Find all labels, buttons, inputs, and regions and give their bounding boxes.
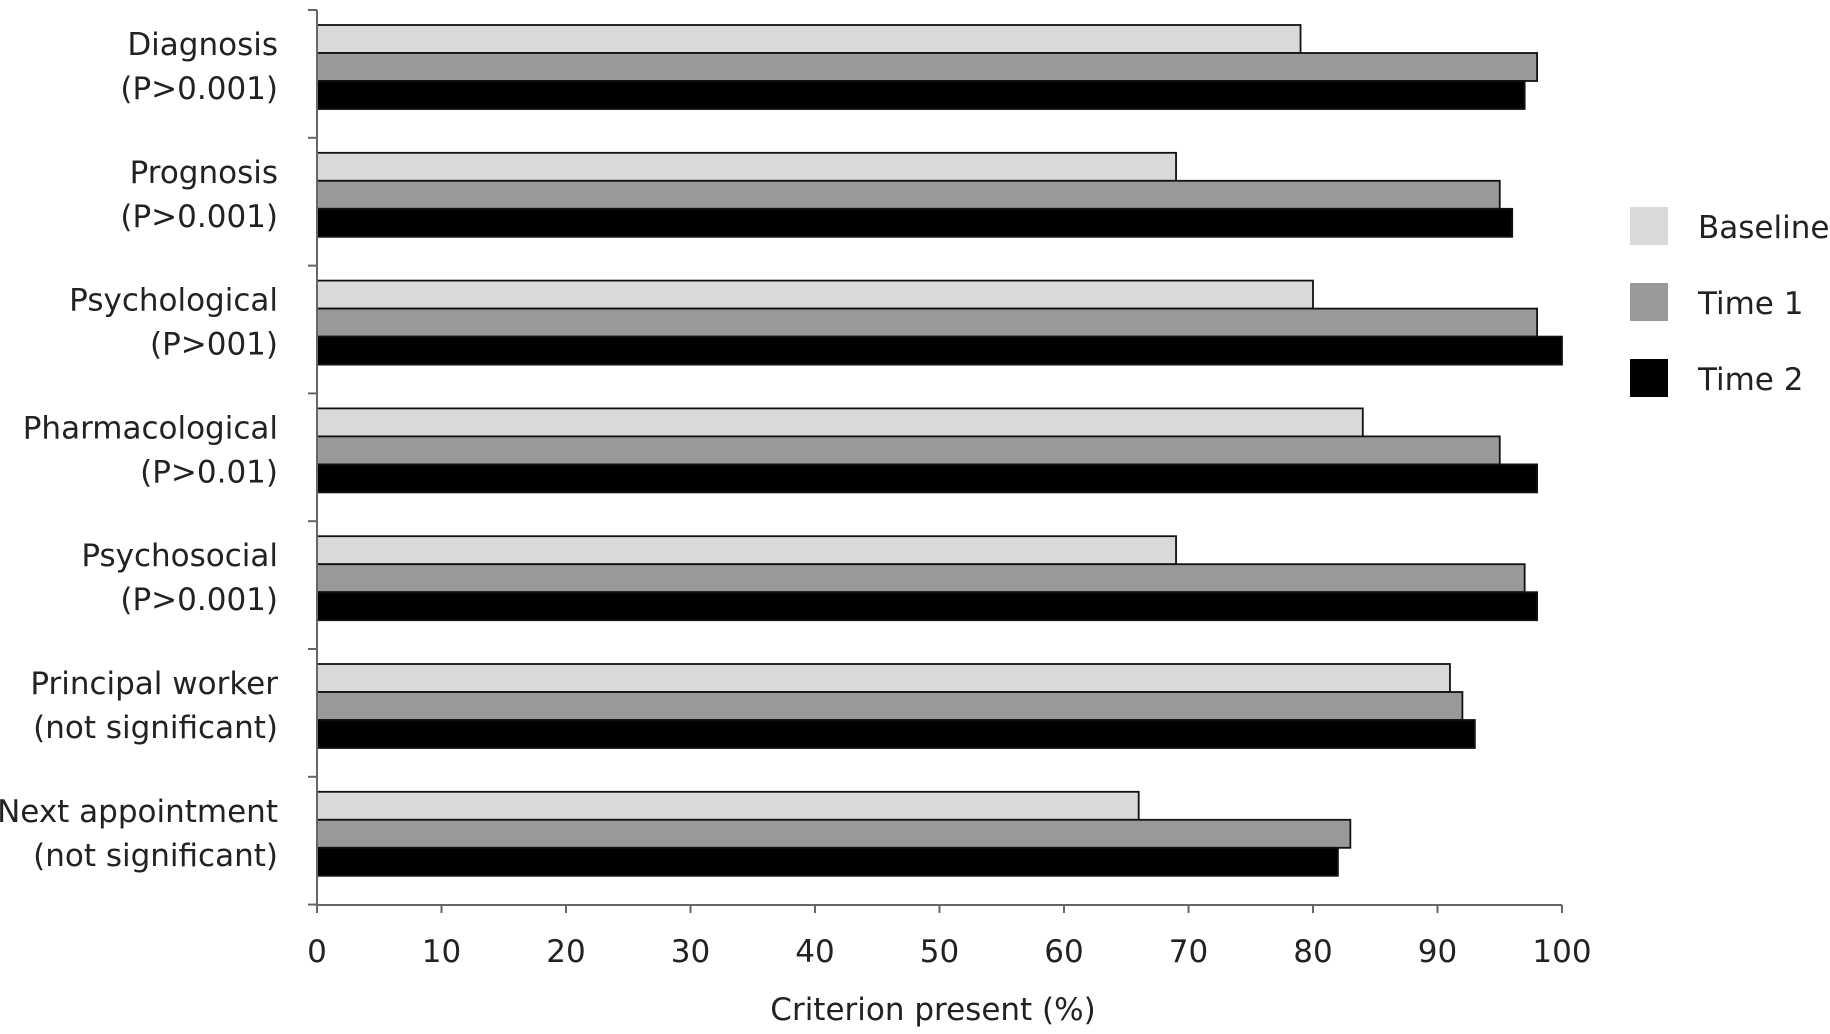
legend-label-time-2: Time 2 [1697,362,1803,398]
x-tick-label-30: 30 [671,934,710,970]
category-label-1: Prognosis [130,155,278,191]
x-tick-label-20: 20 [546,934,585,970]
x-tick-label-50: 50 [920,934,959,970]
category-labels-group: Diagnosis (P>0.001) Prognosis (P>0.001) Psyc… [0,27,278,874]
legend-label-time-1: Time 1 [1697,286,1803,322]
legend-swatch-time-2 [1630,359,1668,397]
bar-time-1-4 [316,563,1526,594]
bar-time-1-2 [316,307,1538,338]
x-axis-title: Criterion present (%) [770,992,1095,1028]
x-tick-label-0: 0 [307,934,327,970]
category-label-4: Psychosocial [81,538,278,574]
category-sublabel-4: (P>0.001) [120,582,278,618]
x-tick-label-40: 40 [795,934,834,970]
x-tick-label-90: 90 [1418,934,1457,970]
category-sublabel-6: (not significant) [33,838,278,874]
legend-swatch-baseline [1630,207,1668,245]
bar-time-1-0 [316,52,1538,82]
bar-baseline-5 [316,663,1451,693]
category-label-0: Diagnosis [127,27,278,63]
legend-swatch-time-1 [1630,283,1668,321]
x-tick-label-100: 100 [1532,934,1591,970]
bar-time-2-5 [316,719,1476,749]
category-label-2: Psychological [69,283,278,319]
bar-baseline-1 [316,151,1177,182]
category-label-3: Pharmacological [23,410,278,446]
bar-time-2-1 [316,207,1514,238]
bar-baseline-2 [316,279,1314,310]
bar-time-2-4 [316,591,1538,622]
legend: Baseline Time 1 Time 2 [1630,207,1829,398]
x-tick-label-80: 80 [1293,934,1332,970]
category-label-6: Next appointment [0,794,278,830]
category-sublabel-1: (P>0.001) [120,199,278,235]
bar-time-2-0 [316,80,1526,110]
category-sublabel-2: (P>001) [150,327,278,363]
bar-baseline-4 [316,535,1177,566]
bar-time-1-1 [316,179,1501,210]
legend-label-baseline: Baseline [1698,210,1829,246]
category-sublabel-5: (not significant) [33,710,278,746]
category-label-5: Principal worker [30,666,278,702]
bar-baseline-6 [316,790,1140,821]
bar-time-2-2 [316,335,1563,366]
x-ticks-group: 0 10 20 30 40 50 60 70 80 90 100 [307,905,1592,970]
x-tick-label-10: 10 [422,934,461,970]
bar-baseline-0 [316,24,1302,54]
bar-time-1-3 [316,435,1501,466]
bars-group [316,24,1563,877]
bar-time-2-6 [316,846,1339,877]
bar-time-2-3 [316,463,1538,494]
bar-time-1-5 [316,691,1464,721]
bar-time-1-6 [316,818,1352,849]
bar-baseline-3 [316,407,1364,438]
y-ticks-group [308,9,317,906]
x-tick-label-70: 70 [1169,934,1208,970]
x-tick-label-60: 60 [1044,934,1083,970]
category-sublabel-0: (P>0.001) [120,71,278,107]
category-sublabel-3: (P>0.01) [140,454,278,490]
